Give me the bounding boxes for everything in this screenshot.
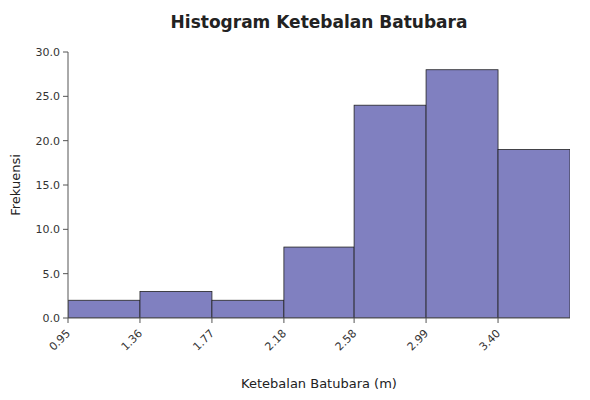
x-tick-label: 0.95 — [47, 327, 74, 354]
bar — [68, 300, 140, 318]
bar — [498, 150, 570, 318]
x-tick-label: 1.36 — [119, 327, 146, 354]
x-tick-label: 2.18 — [262, 327, 289, 354]
y-axis-label: Frekuensi — [8, 154, 23, 216]
y-tick-label: 30.0 — [36, 46, 61, 59]
y-tick-label: 15.0 — [36, 179, 61, 192]
y-tick — [63, 273, 68, 274]
x-axis-label: Ketebalan Batubara (m) — [241, 376, 397, 391]
y-tick — [63, 229, 68, 230]
chart-container: 0.0 5.0 10.0 15.0 20.0 25.0 30.0 0.95 1.36 1.77 2.… — [0, 0, 590, 400]
y-tick-label: 25.0 — [36, 90, 61, 103]
title: Histogram Ketebalan Batubara — [171, 12, 468, 32]
bars — [68, 70, 570, 318]
x-axis-line — [68, 318, 570, 319]
bar — [426, 70, 498, 318]
x-tick — [354, 318, 355, 323]
x-tick-label: 1.77 — [191, 327, 218, 354]
y-tick-label: 20.0 — [36, 135, 61, 148]
x-tick — [426, 318, 427, 323]
y-tick — [63, 52, 68, 53]
x-tick-label: 3.40 — [477, 327, 504, 354]
y-tick — [63, 318, 68, 319]
y-tick — [63, 96, 68, 97]
x-tick — [211, 318, 212, 323]
bar — [354, 105, 426, 318]
bar — [212, 300, 284, 318]
x-tick — [139, 318, 140, 323]
x-tick — [498, 318, 499, 323]
x-tick — [283, 318, 284, 323]
x-tick-label: 2.58 — [333, 327, 360, 354]
x-tick-label: 2.99 — [405, 327, 432, 354]
y-tick-label: 0.0 — [43, 312, 61, 325]
y-tick — [63, 185, 68, 186]
y-tick-label: 10.0 — [36, 223, 61, 236]
bar — [140, 291, 212, 318]
x-tick — [68, 318, 69, 323]
chart: 0.0 5.0 10.0 15.0 20.0 25.0 30.0 0.95 1.36 1.77 2.… — [0, 0, 590, 400]
bar — [284, 247, 354, 318]
y-tick-label: 5.0 — [43, 268, 61, 281]
y-tick — [63, 140, 68, 141]
